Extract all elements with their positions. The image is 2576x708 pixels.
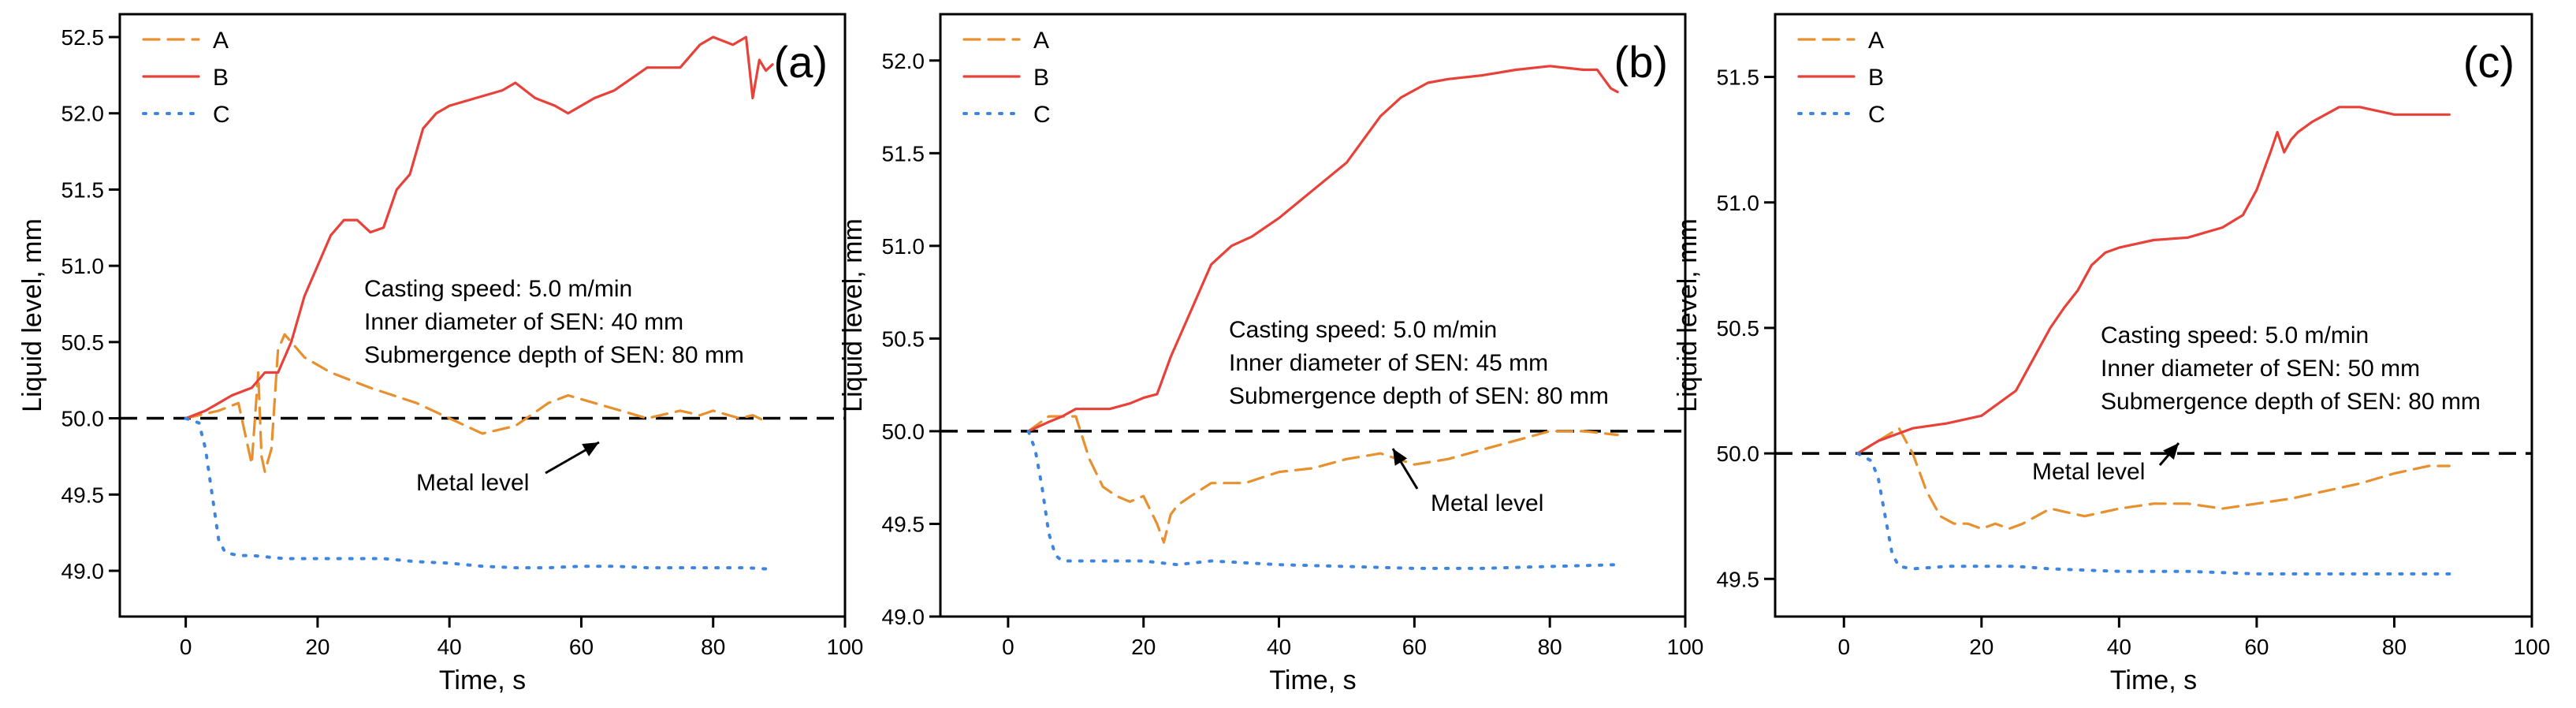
x-tick-label: 60 — [569, 635, 594, 659]
y-tick-label: 52.0 — [61, 102, 105, 126]
x-tick-label: 0 — [180, 635, 192, 659]
series-a-line — [1027, 415, 1619, 544]
panel-label: (c) — [2463, 37, 2515, 87]
legend-label-b: B — [1033, 65, 1049, 91]
y-tick-label: 50.0 — [1717, 442, 1760, 466]
y-tick-label: 51.5 — [61, 177, 105, 202]
y-tick-label: 50.5 — [1717, 316, 1760, 341]
x-tick-label: 80 — [701, 635, 725, 659]
y-tick-label: 50.0 — [61, 407, 105, 431]
y-tick-label: 51.0 — [882, 234, 925, 259]
series-a-line — [184, 333, 768, 473]
x-tick-label: 20 — [305, 635, 329, 659]
x-tick-label: 0 — [1002, 635, 1014, 659]
x-axis-label: Time, s — [1269, 665, 1356, 695]
plot-frame — [118, 13, 847, 618]
metal-level-arrowhead — [582, 442, 599, 456]
legend-label-a: A — [1868, 28, 1884, 54]
x-axis-label: Time, s — [2110, 665, 2197, 695]
y-tick-label: 49.0 — [61, 559, 105, 583]
legend-label-a: A — [1033, 28, 1049, 54]
annotation-line: Casting speed: 5.0 m/min — [1229, 317, 1497, 343]
series-c-line — [184, 416, 774, 571]
x-tick-label: 100 — [2514, 635, 2551, 659]
y-tick-label: 49.0 — [882, 605, 925, 629]
y-axis-label: Liquid level, mm — [17, 218, 47, 412]
y-tick-label: 51.5 — [882, 141, 925, 166]
x-tick-label: 60 — [1402, 635, 1427, 659]
chart-panel-b: 0 20 40 60 80 100 49.0 49.5 50.0 50.5 51.0 51.5 52.0… — [838, 13, 1704, 695]
y-axis-label: Liquid level, mm — [1673, 218, 1703, 412]
x-tick-label: 100 — [1667, 635, 1704, 659]
x-tick-label: 80 — [1538, 635, 1562, 659]
y-tick-label: 52.0 — [882, 49, 925, 73]
legend-label-c: C — [213, 102, 230, 128]
annotation-line: Casting speed: 5.0 m/min — [364, 276, 632, 302]
x-tick-label: 40 — [2107, 635, 2131, 659]
series-c-line — [1026, 429, 1620, 570]
y-tick-label: 52.5 — [61, 25, 105, 50]
plot-frame — [939, 13, 1687, 618]
x-tick-label: 20 — [1131, 635, 1156, 659]
y-axis-label: Liquid level, mm — [838, 218, 868, 412]
metal-level-arrowhead — [1393, 449, 1408, 466]
y-tick-label: 49.5 — [1717, 567, 1760, 591]
legend-label-c: C — [1033, 102, 1051, 128]
metal-level-arrowhead — [2163, 443, 2179, 460]
annotation-line: Submergence depth of SEN: 80 mm — [1229, 383, 1609, 409]
series-c-line — [1856, 452, 2451, 576]
legend-label-b: B — [213, 65, 229, 91]
annotation-line: Inner diameter of SEN: 45 mm — [1229, 350, 1548, 376]
y-tick-label: 50.5 — [882, 326, 925, 351]
y-tick-label: 51.0 — [1717, 191, 1760, 215]
y-tick-label: 51.0 — [61, 254, 105, 278]
x-axis-label: Time, s — [439, 665, 526, 695]
legend-label-b: B — [1868, 65, 1884, 91]
metal-level-label: Metal level — [1431, 490, 1543, 516]
series-b-line — [1856, 106, 2451, 455]
annotation-line: Inner diameter of SEN: 50 mm — [2101, 356, 2420, 382]
x-tick-label: 40 — [1267, 635, 1291, 659]
plot-frame — [1774, 13, 2533, 618]
y-tick-label: 50.5 — [61, 330, 105, 355]
annotation-line: Submergence depth of SEN: 80 mm — [364, 342, 744, 368]
panel-label: (b) — [1614, 37, 1668, 87]
series-a-line — [1856, 427, 2451, 531]
metal-level-label: Metal level — [416, 470, 529, 496]
x-tick-label: 20 — [1969, 635, 1993, 659]
y-tick-label: 50.0 — [882, 419, 925, 444]
chart-panel-a: 0 20 40 60 80 100 49.0 49.5 50.0 50.5 51.0 51.5 52.0… — [17, 13, 864, 695]
x-tick-label: 40 — [437, 635, 462, 659]
legend-label-c: C — [1868, 102, 1885, 128]
y-tick-label: 49.5 — [61, 483, 105, 507]
series-b-line — [1027, 65, 1619, 433]
metal-level-label: Metal level — [2032, 459, 2145, 485]
y-tick-label: 51.5 — [1717, 65, 1760, 90]
annotation-line: Casting speed: 5.0 m/min — [2101, 322, 2369, 348]
x-tick-label: 100 — [827, 635, 864, 659]
x-tick-label: 80 — [2382, 635, 2407, 659]
series-b-line — [184, 35, 774, 420]
chart-panel-c: 0 20 40 60 80 100 49.5 50.0 50.5 51.0 51.5 Time, s L… — [1673, 13, 2551, 695]
panel-label: (a) — [774, 37, 828, 87]
legend-label-a: A — [213, 28, 229, 54]
x-tick-label: 60 — [2244, 635, 2269, 659]
annotation-line: Inner diameter of SEN: 40 mm — [364, 309, 683, 335]
annotation-line: Submergence depth of SEN: 80 mm — [2101, 389, 2481, 415]
y-tick-label: 49.5 — [882, 512, 925, 536]
x-tick-label: 0 — [1837, 635, 1850, 659]
